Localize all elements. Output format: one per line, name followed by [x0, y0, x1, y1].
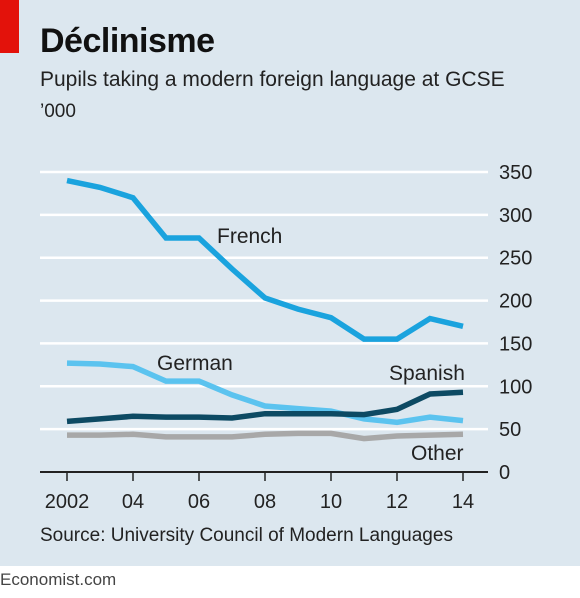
series-label-german: German	[157, 352, 233, 375]
y-tick-label-350: 350	[499, 162, 532, 184]
chart-title: Déclinisme	[40, 22, 215, 60]
y-tick-label-150: 150	[499, 333, 532, 355]
chart-subtitle: Pupils taking a modern foreign language …	[40, 68, 505, 91]
y-tick-label-200: 200	[499, 291, 532, 313]
x-tick-label-2014: 14	[452, 491, 474, 513]
x-tick-label-2004: 04	[122, 491, 144, 513]
y-tick-label-300: 300	[499, 205, 532, 227]
series-label-spanish: Spanish	[389, 362, 465, 385]
x-tick-label-2012: 12	[386, 491, 408, 513]
series-label-french: French	[217, 225, 282, 248]
y-tick-label-0: 0	[499, 462, 510, 484]
credit-text: Economist.com	[0, 570, 117, 589]
series-line-other	[67, 430, 464, 442]
x-tick-label-2008: 08	[254, 491, 276, 513]
x-tick-label-2002: 2002	[45, 491, 90, 513]
x-tick-label-2006: 06	[188, 491, 210, 513]
line-chart: 0 50 100 150 200 250 300 350 2002 04 06 08 10 12 14 Fre…	[40, 162, 532, 513]
series-label-other: Other	[411, 442, 464, 465]
series-line-german	[66, 360, 464, 426]
y-tick-label-100: 100	[499, 376, 532, 398]
x-tick-label-2010: 10	[320, 491, 342, 513]
y-tick-label-250: 250	[499, 248, 532, 270]
brand-tag	[0, 0, 19, 53]
series-line-spanish	[66, 389, 464, 425]
series-line-french	[66, 177, 464, 342]
unit-label: ’000	[40, 101, 76, 122]
source-note: Source: University Council of Modern Lan…	[40, 525, 453, 546]
y-tick-label-50: 50	[499, 419, 521, 441]
